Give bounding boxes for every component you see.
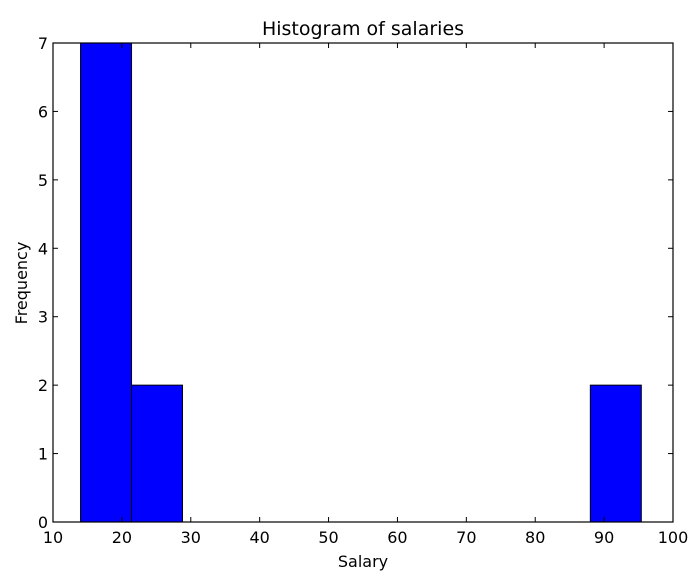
bars-layer (80, 42, 642, 523)
x-axis-label: Salary (338, 552, 388, 571)
plot-frame (52, 42, 674, 523)
y-tick-label: 5 (38, 171, 48, 190)
y-tick-label: 4 (38, 239, 48, 258)
x-tick-label: 50 (318, 528, 338, 547)
ticks-layer: 10 20 30 40 50 60 70 80 90 100 0 1 2 3 4 5 6 7 (38, 34, 688, 547)
histogram-bar (80, 42, 133, 523)
y-tick-label: 0 (38, 513, 48, 532)
x-tick-label: 100 (658, 528, 689, 547)
histogram-bar (589, 384, 642, 523)
x-tick-label: 30 (181, 528, 201, 547)
x-tick-label: 40 (249, 528, 269, 547)
x-tick-label: 90 (594, 528, 614, 547)
y-axis-label: Frequency (12, 242, 31, 325)
y-tick-label: 1 (38, 445, 48, 464)
x-tick-label: 60 (387, 528, 407, 547)
y-tick-label: 2 (38, 376, 48, 395)
chart-title: Histogram of salaries (262, 18, 464, 40)
histogram-bar (131, 384, 184, 523)
x-tick-label: 10 (43, 528, 63, 547)
y-tick-label: 7 (38, 34, 48, 53)
y-tick-label: 3 (38, 308, 48, 327)
x-tick-label: 20 (112, 528, 132, 547)
y-tick-label: 6 (38, 102, 48, 121)
x-tick-label: 70 (456, 528, 476, 547)
x-tick-label: 80 (525, 528, 545, 547)
